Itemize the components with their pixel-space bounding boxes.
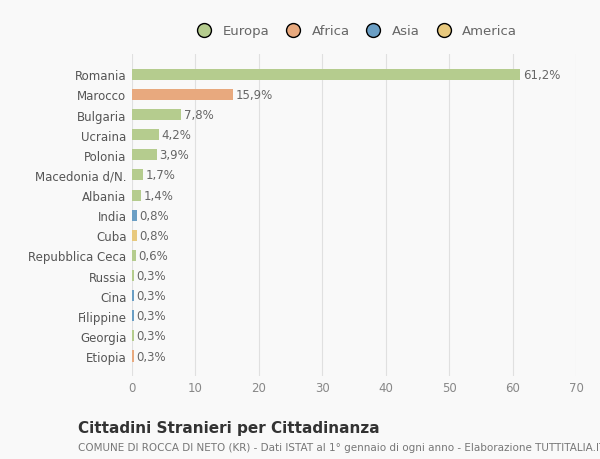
Bar [132, 90, 233, 101]
Text: 3,9%: 3,9% [159, 149, 189, 162]
Text: 7,8%: 7,8% [184, 109, 214, 122]
Bar [132, 311, 134, 322]
Text: 1,4%: 1,4% [143, 189, 173, 202]
Text: 0,3%: 0,3% [136, 310, 166, 323]
Bar [132, 330, 134, 341]
Bar [132, 210, 137, 221]
Bar [132, 190, 141, 201]
Text: 0,6%: 0,6% [139, 249, 168, 263]
Text: 0,3%: 0,3% [136, 269, 166, 282]
Bar [132, 230, 137, 241]
Bar [132, 250, 136, 262]
Text: 15,9%: 15,9% [235, 89, 272, 102]
Bar [132, 110, 181, 121]
Bar [132, 150, 157, 161]
Bar [132, 291, 134, 302]
Legend: Europa, Africa, Asia, America: Europa, Africa, Asia, America [185, 20, 523, 44]
Text: 0,8%: 0,8% [140, 209, 169, 222]
Text: 4,2%: 4,2% [161, 129, 191, 142]
Bar [132, 170, 143, 181]
Bar [132, 130, 158, 141]
Bar [132, 351, 134, 362]
Text: 61,2%: 61,2% [523, 69, 560, 82]
Text: 0,3%: 0,3% [136, 330, 166, 343]
Text: COMUNE DI ROCCA DI NETO (KR) - Dati ISTAT al 1° gennaio di ogni anno - Elaborazi: COMUNE DI ROCCA DI NETO (KR) - Dati ISTA… [78, 442, 600, 452]
Text: 0,3%: 0,3% [136, 290, 166, 302]
Text: 1,7%: 1,7% [145, 169, 175, 182]
Text: 0,3%: 0,3% [136, 350, 166, 363]
Text: 0,8%: 0,8% [140, 230, 169, 242]
Text: Cittadini Stranieri per Cittadinanza: Cittadini Stranieri per Cittadinanza [78, 420, 380, 435]
Bar [132, 70, 520, 81]
Bar [132, 270, 134, 281]
